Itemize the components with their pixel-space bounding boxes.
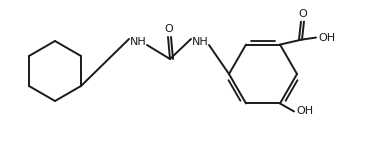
Text: OH: OH [318,32,336,42]
Text: OH: OH [297,106,314,116]
Text: NH: NH [192,37,208,47]
Text: O: O [298,9,307,19]
Text: NH: NH [130,37,146,47]
Text: O: O [164,24,173,34]
